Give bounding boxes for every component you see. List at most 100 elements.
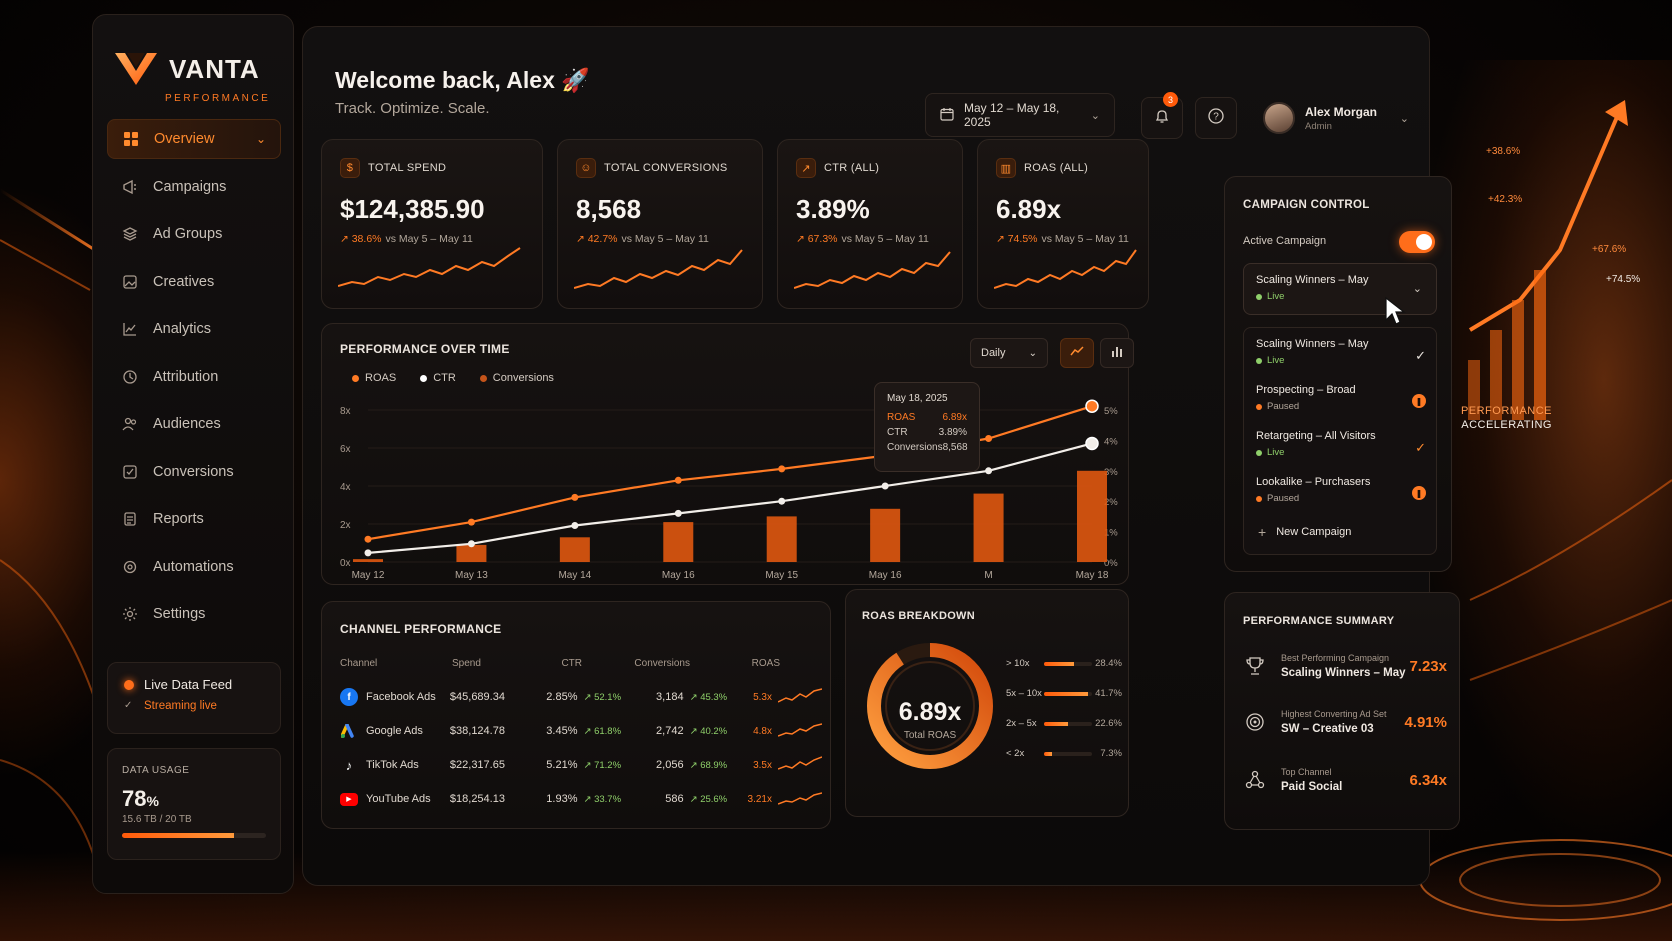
- campaign-option[interactable]: Scaling Winners – May Live ✓: [1256, 338, 1426, 366]
- help-button[interactable]: ?: [1195, 97, 1237, 139]
- legend-roas[interactable]: ROAS: [352, 372, 396, 384]
- performance-over-time: PERFORMANCE OVER TIME ROAS CTR Conversio…: [321, 323, 1134, 585]
- calendar-icon: [940, 107, 954, 124]
- usage-title: DATA USAGE: [122, 765, 190, 776]
- performance-summary: PERFORMANCE SUMMARY Best Performing Camp…: [1224, 592, 1460, 830]
- roas-total-label: Total ROAS: [903, 730, 957, 741]
- x-tick-label: May 18: [1076, 570, 1109, 581]
- table-row[interactable]: Google Ads $38,124.78 3.45% ↗ 61.8% 2,74…: [340, 714, 823, 748]
- brand-name: VANTA: [169, 54, 260, 84]
- sidebar-item-ad-groups[interactable]: Ad Groups: [107, 214, 281, 254]
- campaign-select[interactable]: Scaling Winners – May Live ⌄: [1243, 263, 1437, 315]
- sidebar-item-audiences[interactable]: Audiences: [107, 404, 281, 444]
- campaign-option[interactable]: Lookalike – Purchasers Paused ❚: [1256, 476, 1426, 518]
- legend-conversions[interactable]: Conversions: [479, 372, 554, 384]
- granularity-select[interactable]: Daily ⌄: [970, 338, 1048, 368]
- chevron-down-icon: ⌄: [1399, 112, 1409, 125]
- kpi-total-conversions[interactable]: ☺ TOTAL CONVERSIONS 8,568 ↗ 42.7% vs May 5…: [557, 139, 763, 309]
- campaign-option[interactable]: Retargeting – All Visitors Live ✓: [1256, 430, 1426, 458]
- roas-donut: [867, 643, 993, 769]
- target-icon: [121, 368, 139, 386]
- brand-sub: PERFORMANCE: [165, 93, 271, 104]
- sidebar-nav: Overview ⌄ Campaigns Ad Groups Creatives…: [107, 119, 281, 634]
- grid-icon: [122, 130, 140, 148]
- summary-row[interactable]: Best Performing Campaign Scaling Winners …: [1243, 641, 1447, 691]
- line-view-button[interactable]: [1060, 338, 1094, 368]
- float-pct: +74.5%: [1606, 274, 1641, 285]
- tooltip-row: Conversions 8,568: [887, 442, 968, 453]
- roas-breakdown: ROAS BREAKDOWN 6.89x Total ROAS > 10x 28.…: [845, 589, 1129, 817]
- table-row[interactable]: f Facebook Ads $45,689.34 2.85% ↗ 52.1% 3…: [340, 680, 823, 714]
- chart-line-icon: [121, 320, 139, 338]
- summary-row[interactable]: Highest Converting Ad Set SW – Creative 0…: [1243, 697, 1447, 747]
- sidebar-item-campaigns[interactable]: Campaigns: [107, 167, 281, 207]
- sidebar: VANTA PERFORMANCE Overview ⌄ Campaigns A…: [92, 14, 294, 894]
- feed-status: Streaming live: [124, 700, 264, 712]
- sidebar-item-reports[interactable]: Reports: [107, 499, 281, 539]
- notifications-button[interactable]: 3: [1141, 92, 1183, 139]
- x-tick-label: May 16: [662, 570, 695, 581]
- google-ads-icon: [340, 722, 358, 740]
- image-icon: [121, 273, 139, 291]
- sidebar-item-label: Conversions: [153, 463, 234, 480]
- legend-ctr[interactable]: CTR: [420, 372, 456, 384]
- roas-bucket-row: 2x – 5x 22.6%: [1006, 718, 1122, 729]
- brand-logo[interactable]: VANTA: [113, 49, 281, 89]
- avatar: [1263, 102, 1295, 134]
- roas-title: ROAS BREAKDOWN: [862, 610, 975, 622]
- date-range-picker[interactable]: May 12 – May 18, 2025 ⌄: [925, 93, 1115, 137]
- kpi-ctr[interactable]: ↗ CTR (ALL) 3.89% ↗ 67.3% vs May 5 – May 1…: [777, 139, 963, 309]
- y-tick-label-left: 8x: [340, 406, 351, 417]
- y-tick-label-right: 3%: [1104, 467, 1118, 478]
- bar-view-button[interactable]: [1100, 338, 1134, 368]
- kpi-total-spend[interactable]: $ TOTAL SPEND $124,385.90 ↗ 38.6% vs May 5…: [321, 139, 543, 309]
- conversion-bar: [353, 559, 383, 562]
- summary-row[interactable]: Top Channel Paid Social 6.34x: [1243, 755, 1447, 805]
- sidebar-item-conversions[interactable]: Conversions: [107, 452, 281, 492]
- sidebar-item-label: Campaigns: [153, 178, 227, 195]
- sidebar-item-settings[interactable]: Settings: [107, 594, 281, 634]
- sidebar-item-attribution[interactable]: Attribution: [107, 357, 281, 397]
- roas-bucket-pct: 7.3%: [1100, 748, 1122, 759]
- campaign-option[interactable]: Prospecting – Broad Paused ❚: [1256, 384, 1426, 426]
- y-tick-label-right: 4%: [1104, 436, 1118, 447]
- kpi-value: 3.89%: [796, 194, 870, 224]
- chevron-down-icon: ⌄: [1090, 109, 1100, 122]
- bell-icon: [1154, 108, 1170, 129]
- kpi-roas[interactable]: ▥ ROAS (ALL) 6.89x ↗ 74.5% vs May 5 – May …: [977, 139, 1149, 309]
- bar-chart-icon: [1111, 344, 1123, 362]
- check-icon: ✓: [1415, 440, 1426, 455]
- sidebar-item-creatives[interactable]: Creatives: [107, 262, 281, 302]
- new-campaign-button[interactable]: + New Campaign: [1258, 524, 1352, 540]
- svg-text:?: ?: [1213, 111, 1219, 122]
- sidebar-item-analytics[interactable]: Analytics: [107, 309, 281, 349]
- float-pct: +42.3%: [1488, 194, 1523, 205]
- conversion-bar: [870, 508, 901, 562]
- table-row[interactable]: ♪ TikTok Ads $22,317.65 5.21% ↗ 71.2% 2,0…: [340, 748, 823, 782]
- roas-bucket-row: < 2x 7.3%: [1006, 748, 1122, 759]
- table-row[interactable]: ▶ YouTube Ads $18,254.13 1.93% ↗ 33.7% 58…: [340, 782, 823, 816]
- tooltip-row: CTR 3.89%: [887, 427, 967, 438]
- chart-tooltip: May 18, 2025 ROAS 6.89x CTR 3.89% Conversi…: [874, 382, 980, 472]
- ctr-line: [367, 442, 1093, 554]
- sidebar-item-overview[interactable]: Overview ⌄: [107, 119, 281, 159]
- usage-bar: [122, 833, 266, 838]
- active-campaign-label: Active Campaign: [1243, 235, 1327, 247]
- pause-icon: ❚: [1412, 394, 1426, 408]
- roas-bucket-bar: [1044, 661, 1092, 666]
- row-sparkline: [777, 687, 823, 703]
- sidebar-item-label: Attribution: [153, 368, 219, 385]
- live-data-feed[interactable]: Live Data Feed Streaming live: [107, 662, 281, 734]
- roas-point: [778, 465, 786, 473]
- conversion-bar: [973, 493, 1004, 562]
- user-menu[interactable]: Alex Morgan Admin ⌄: [1263, 95, 1431, 141]
- kpi-label: TOTAL CONVERSIONS: [604, 162, 728, 174]
- sidebar-item-label: Settings: [153, 606, 206, 622]
- data-usage-card: DATA USAGE 78% 15.6 TB / 20 TB: [107, 748, 281, 860]
- y-tick-label-right: 2%: [1104, 497, 1118, 508]
- channel-performance: CHANNEL PERFORMANCE Channel Spend CTR Co…: [321, 601, 831, 829]
- active-campaign-toggle[interactable]: [1399, 231, 1435, 253]
- vanta-logo-icon: [115, 53, 157, 85]
- sidebar-item-automations[interactable]: Automations: [107, 547, 281, 587]
- perf-title: PERFORMANCE OVER TIME: [340, 342, 510, 356]
